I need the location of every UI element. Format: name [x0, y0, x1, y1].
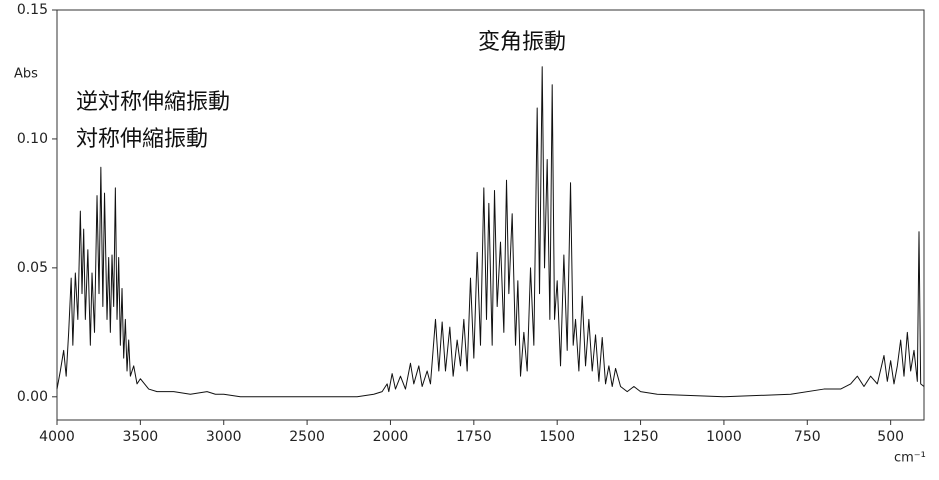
x-tick-label: 3500 — [123, 429, 159, 445]
y-tick-label: 0.05 — [17, 260, 48, 276]
y-tick-label: 0.10 — [17, 131, 48, 147]
x-tick-label: 500 — [877, 429, 904, 445]
y-tick-label: 0.15 — [17, 2, 48, 18]
annotation: 対称伸縮振動 — [76, 127, 208, 152]
x-tick-label: 750 — [794, 429, 821, 445]
y-axis-label: Abs — [14, 67, 38, 82]
x-axis-label: cm⁻¹ — [894, 451, 926, 466]
y-tick-label: 0.00 — [17, 389, 48, 405]
x-tick-label: 3000 — [206, 429, 242, 445]
x-tick-label: 2000 — [373, 429, 409, 445]
annotation: 変角振動 — [478, 30, 566, 55]
x-tick-label: 1750 — [456, 429, 492, 445]
x-tick-label: 1000 — [706, 429, 742, 445]
spectrum-line — [56, 66, 925, 398]
annotation: 逆対称伸縮振動 — [76, 90, 230, 115]
x-tick-label: 1250 — [623, 429, 659, 445]
plot-frame — [56, 9, 925, 421]
x-tick-label: 4000 — [39, 429, 75, 445]
x-tick-label: 2500 — [289, 429, 325, 445]
x-tick-label: 1500 — [539, 429, 575, 445]
